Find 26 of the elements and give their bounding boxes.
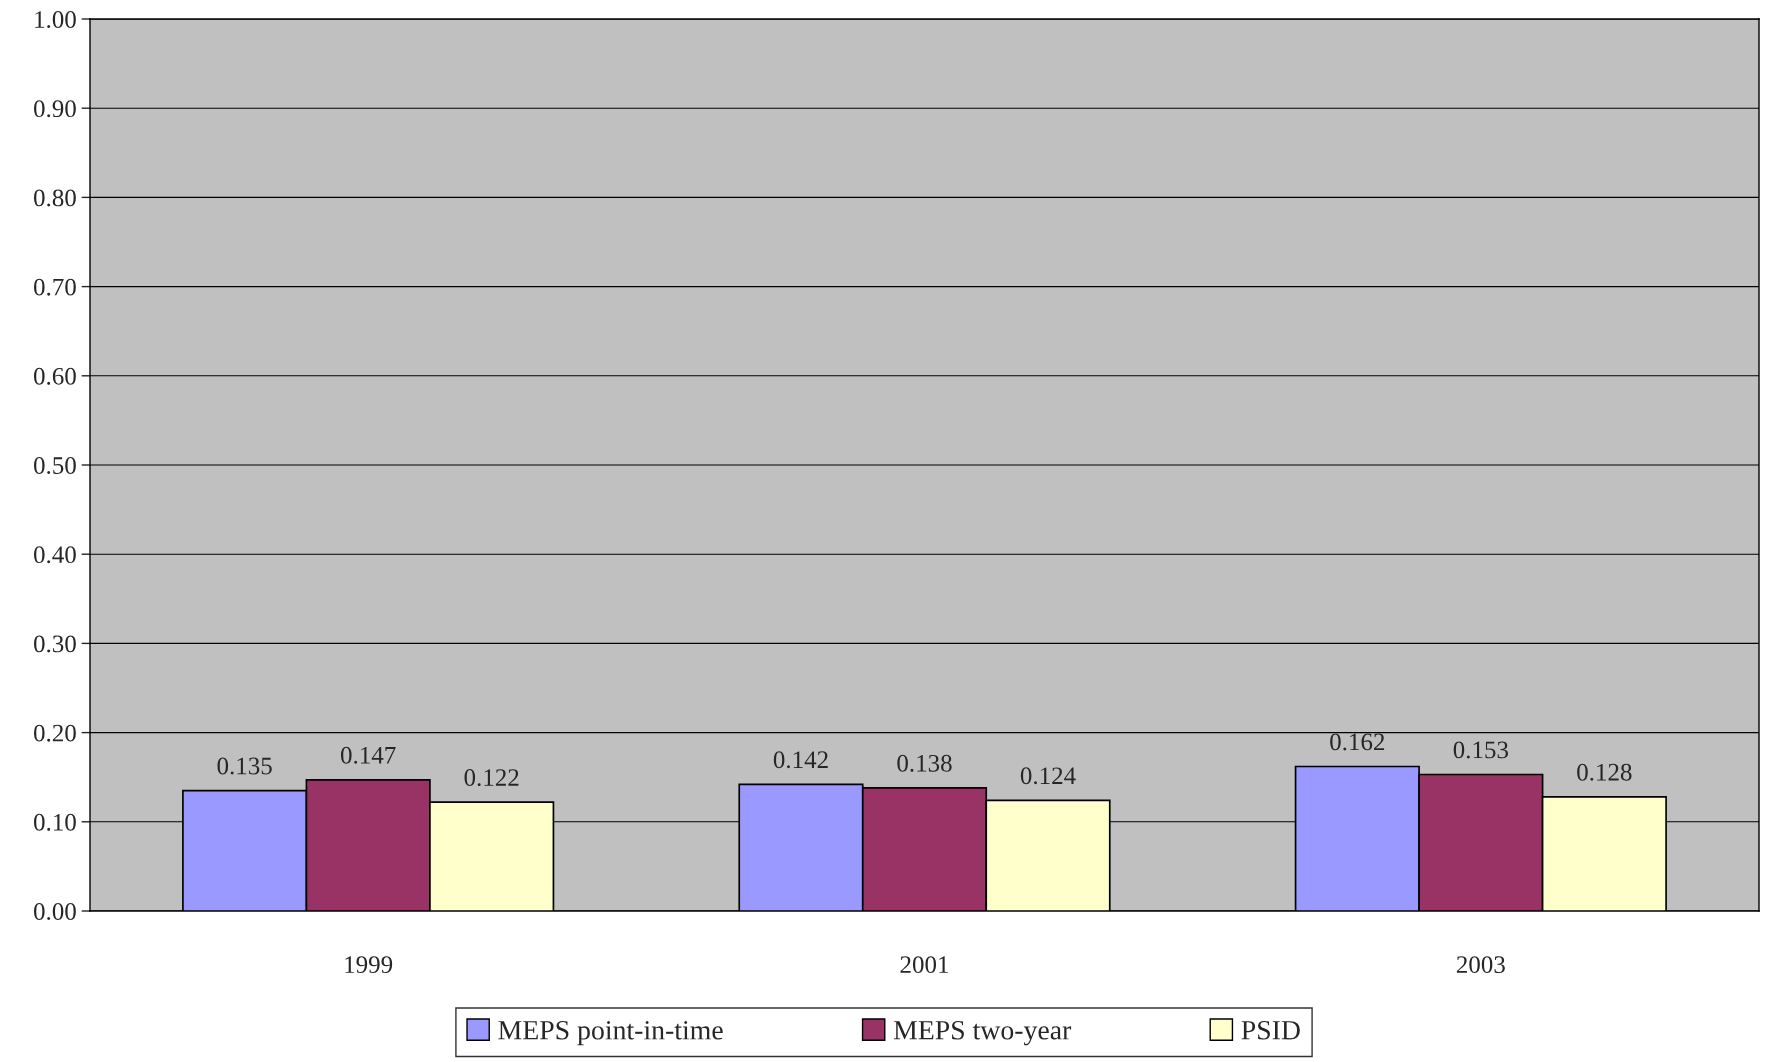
x-tick-label: 2003 — [1456, 956, 1505, 974]
y-tick-label: 0.60 — [34, 367, 76, 385]
data-label: 0.128 — [1577, 763, 1632, 781]
y-tick-label: 0.80 — [34, 189, 76, 207]
x-tick-label: 2001 — [900, 956, 948, 974]
y-tick-label: 1.00 — [35, 11, 76, 29]
data-label: 0.138 — [897, 754, 952, 772]
y-tick-label: 0.70 — [34, 278, 76, 296]
data-label: 0.135 — [217, 757, 272, 775]
x-tick-label: 1999 — [345, 956, 393, 974]
data-label: 0.162 — [1330, 733, 1385, 751]
data-label: 0.124 — [1020, 767, 1076, 785]
data-label: 0.142 — [773, 751, 828, 769]
data-label: 0.122 — [464, 769, 519, 787]
data-label: 0.147 — [340, 746, 396, 764]
legend-label: MEPS two-year — [893, 1020, 1072, 1046]
y-tick-label: 0.90 — [34, 100, 76, 118]
y-tick-label: 0.20 — [34, 724, 76, 742]
y-tick-label: 0.30 — [34, 635, 76, 653]
y-tick-label: 0.00 — [34, 903, 76, 921]
y-tick-label: 0.40 — [34, 546, 76, 564]
y-tick-label: 0.50 — [34, 457, 76, 475]
legend-label: MEPS point-in-time — [498, 1020, 723, 1046]
legend-label: PSID — [1241, 1020, 1300, 1040]
y-tick-label: 0.10 — [34, 813, 76, 831]
data-label: 0.153 — [1453, 741, 1508, 759]
